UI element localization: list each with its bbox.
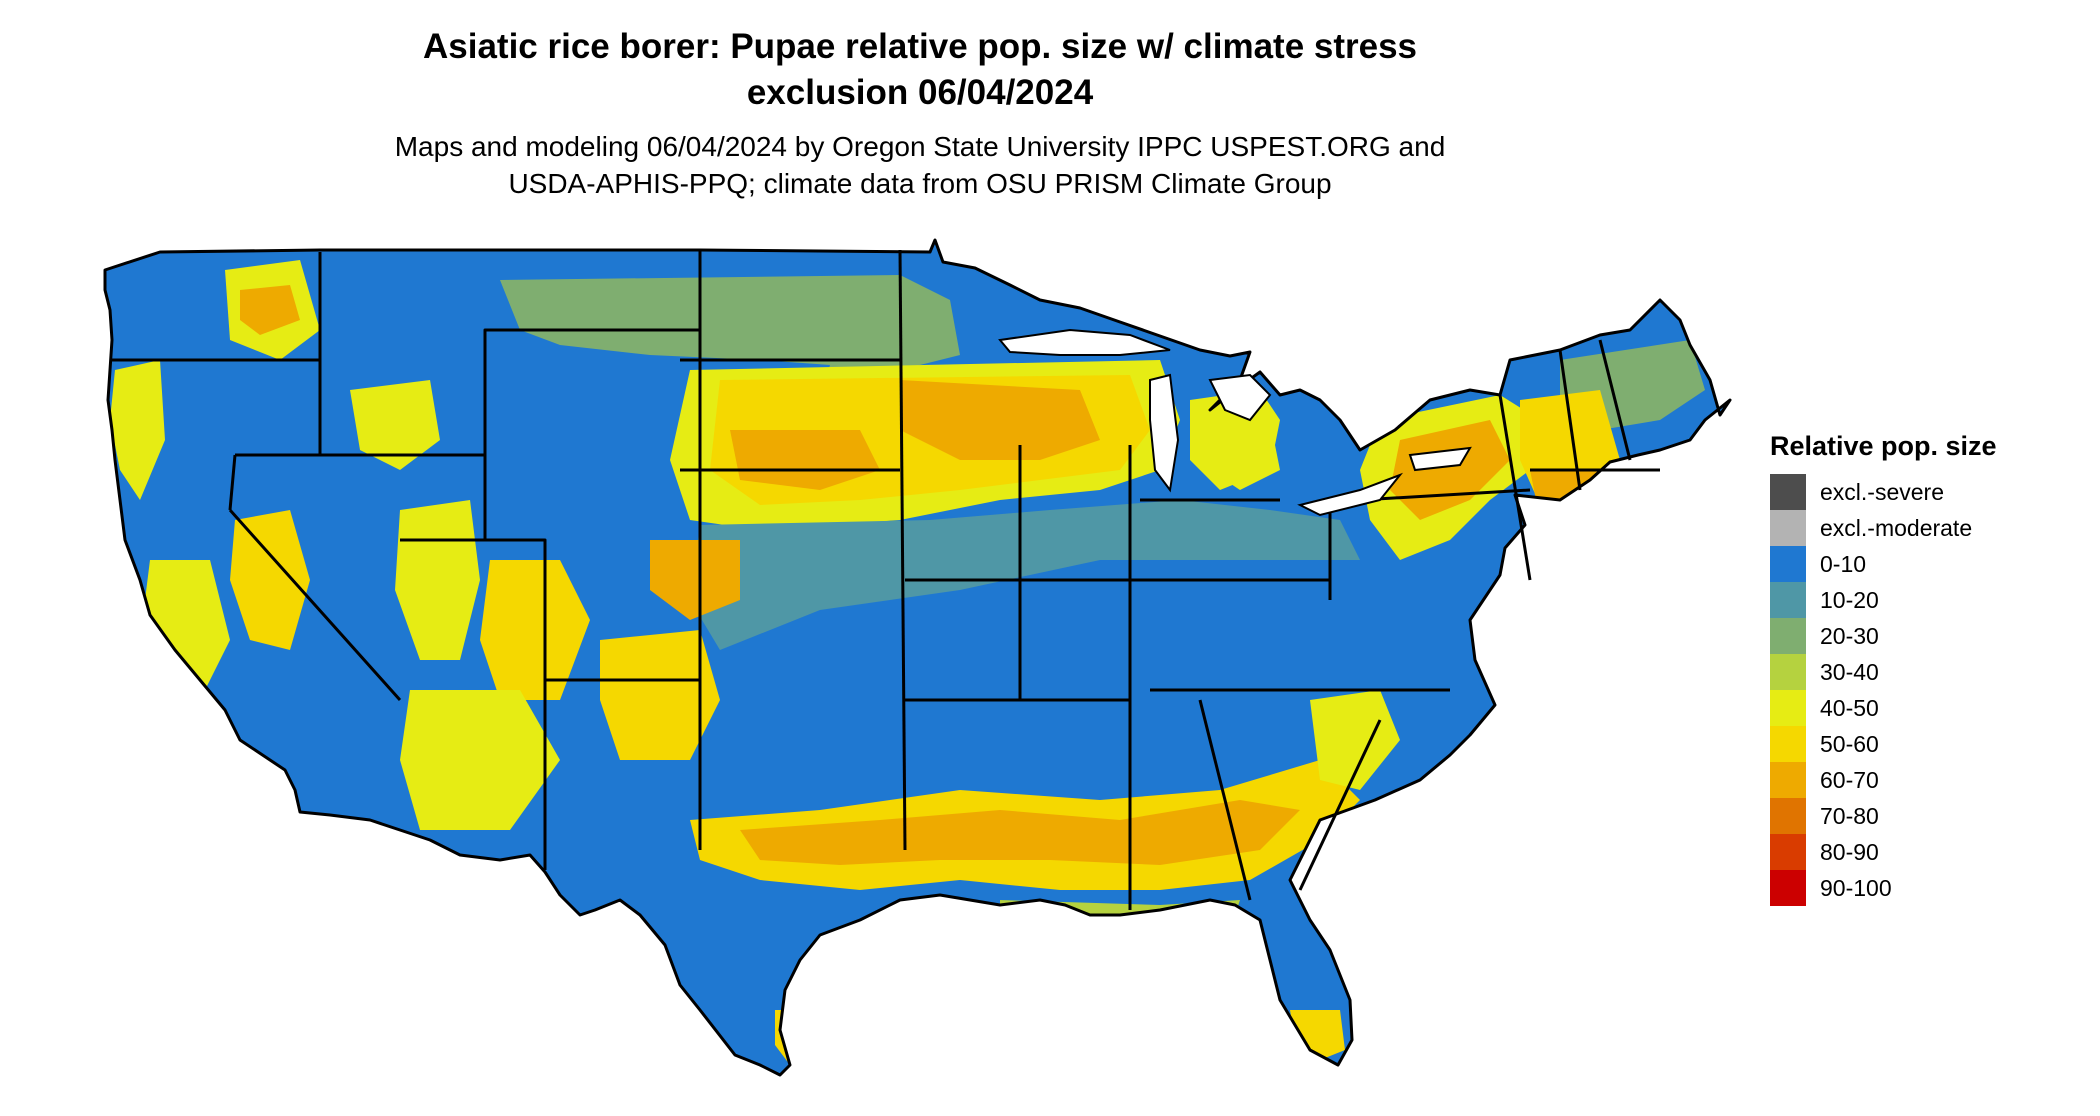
legend-swatch bbox=[1770, 726, 1806, 762]
zone-40-50 bbox=[400, 690, 560, 830]
legend-item-excl-moderate: excl.-moderate bbox=[1770, 510, 2070, 546]
map-title-line-2: exclusion 06/04/2024 bbox=[746, 73, 1094, 112]
zone-60-70 bbox=[240, 285, 300, 335]
legend-title: Relative pop. size bbox=[1770, 431, 1997, 461]
zone-40-50 bbox=[350, 380, 440, 470]
map-title: Asiatic rice borer: Pupae relative pop. … bbox=[260, 24, 1580, 116]
us-outline bbox=[103, 238, 1732, 1077]
legend-item-20-30: 20-30 bbox=[1770, 618, 2070, 654]
legend-label: 40-50 bbox=[1820, 694, 1879, 721]
state-border-line bbox=[228, 508, 402, 702]
legend-items: excl.-severe excl.-moderate 0-10 10-20 2… bbox=[1770, 474, 2070, 906]
legend-label: 10-20 bbox=[1820, 586, 1879, 613]
zone-40-50 bbox=[1210, 420, 1280, 490]
state-border-line bbox=[228, 454, 237, 511]
population-zones bbox=[110, 260, 1705, 1065]
zone-40-50 bbox=[1310, 690, 1400, 790]
legend-item-excl-severe: excl.-severe bbox=[1770, 474, 2070, 510]
legend-item-30-40: 30-40 bbox=[1770, 654, 2070, 690]
legend-swatch bbox=[1770, 762, 1806, 798]
legend-label: excl.-severe bbox=[1820, 478, 1944, 505]
map-subtitle-line-1: Maps and modeling 06/04/2024 by Oregon S… bbox=[394, 131, 1446, 162]
legend-item-40-50: 40-50 bbox=[1770, 690, 2070, 726]
state-border-line bbox=[1558, 349, 1582, 491]
legend-item-0-10: 0-10 bbox=[1770, 546, 2070, 582]
legend-swatch bbox=[1770, 798, 1806, 834]
zone-50-60 bbox=[1290, 1010, 1345, 1060]
legend-label: 50-60 bbox=[1820, 730, 1879, 757]
legend-label: 30-40 bbox=[1820, 658, 1879, 685]
zone-10-20 bbox=[690, 500, 1360, 650]
legend-label: 60-70 bbox=[1820, 766, 1879, 793]
legend-swatch bbox=[1770, 546, 1806, 582]
legend-swatch bbox=[1770, 654, 1806, 690]
lake-shape bbox=[1297, 472, 1404, 517]
legend-swatch bbox=[1770, 474, 1806, 510]
us-land-base bbox=[105, 240, 1730, 1075]
zone-60-70 bbox=[740, 800, 1300, 865]
legend-swatch bbox=[1770, 510, 1806, 546]
lake-shape bbox=[1208, 373, 1272, 422]
zone-50-60 bbox=[480, 560, 590, 700]
state-border-line bbox=[1598, 339, 1632, 461]
state-border-line bbox=[1298, 719, 1382, 891]
us-land-fill bbox=[105, 240, 1730, 1075]
map-title-line-1: Asiatic rice borer: Pupae relative pop. … bbox=[422, 27, 1418, 66]
lake-shape bbox=[1408, 446, 1472, 472]
state-borders bbox=[103, 238, 1732, 1077]
legend-label: 20-30 bbox=[1820, 622, 1879, 649]
lake-shape bbox=[1149, 373, 1180, 493]
legend-swatch bbox=[1770, 582, 1806, 618]
legend-label: 90-100 bbox=[1820, 874, 1892, 901]
legend-label: 0-10 bbox=[1820, 550, 1867, 577]
legend: Relative pop. size excl.-severe excl.-mo… bbox=[1770, 430, 2070, 906]
zone-50-60 bbox=[230, 510, 310, 650]
state-border-line bbox=[898, 249, 907, 851]
legend-swatch bbox=[1770, 690, 1806, 726]
zone-60-70 bbox=[650, 540, 740, 620]
legend-item-10-20: 10-20 bbox=[1770, 582, 2070, 618]
map-subtitle-line-2: USDA-APHIS-PPQ; climate data from OSU PR… bbox=[508, 168, 1332, 199]
zone-20-30 bbox=[500, 275, 960, 370]
legend-label: 80-90 bbox=[1820, 838, 1879, 865]
state-border-line bbox=[1359, 488, 1531, 502]
state-border-line bbox=[1198, 699, 1252, 901]
legend-item-80-90: 80-90 bbox=[1770, 834, 2070, 870]
zone-60-70 bbox=[1530, 470, 1640, 520]
state-border-line bbox=[235, 328, 700, 457]
zone-60-70 bbox=[900, 380, 1100, 460]
legend-item-60-70: 60-70 bbox=[1770, 762, 2070, 798]
legend-swatch bbox=[1770, 618, 1806, 654]
zone-60-70 bbox=[730, 430, 880, 490]
zone-40-50 bbox=[110, 360, 165, 500]
legend-label: excl.-moderate bbox=[1820, 514, 1973, 541]
zone-50-60 bbox=[600, 630, 720, 760]
legend-item-90-100: 90-100 bbox=[1770, 870, 2070, 906]
state-border-line bbox=[1498, 394, 1532, 581]
legend-swatch bbox=[1770, 870, 1806, 906]
legend-item-50-60: 50-60 bbox=[1770, 726, 2070, 762]
map-subtitle: Maps and modeling 06/04/2024 by Oregon S… bbox=[260, 128, 1580, 202]
lake-shape bbox=[998, 328, 1171, 356]
title-block: Asiatic rice borer: Pupae relative pop. … bbox=[260, 24, 1580, 202]
zone-30-40 bbox=[1000, 900, 1240, 935]
legend-label: 70-80 bbox=[1820, 802, 1879, 829]
legend-swatch bbox=[1770, 834, 1806, 870]
legend-item-70-80: 70-80 bbox=[1770, 798, 2070, 834]
